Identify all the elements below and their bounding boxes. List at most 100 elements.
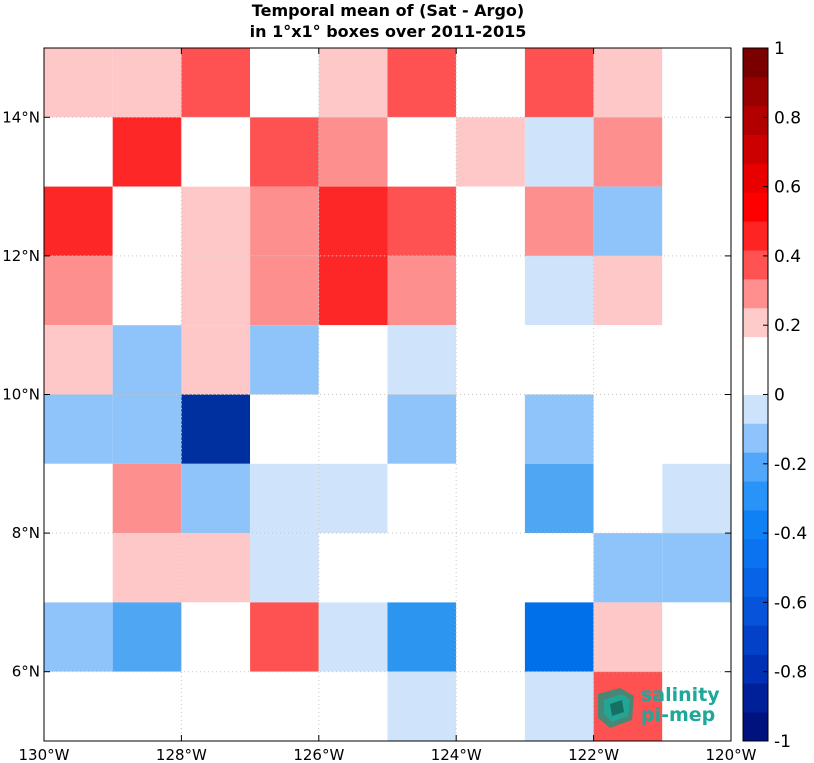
colorbar-segment (743, 48, 768, 78)
heatmap-cell (250, 48, 319, 118)
heatmap-cell (250, 325, 319, 395)
heatmap-cell (387, 394, 457, 464)
heatmap-cell (181, 602, 251, 672)
heatmap-cell (524, 255, 594, 326)
y-axis-ticks: 14°N 12°N 10°N 8°N 6°N (2, 108, 731, 681)
heatmap-cell (662, 255, 731, 326)
colorbar-tick-label: 0.2 (774, 316, 801, 336)
colorbar-tick-label: -0.2 (774, 455, 807, 475)
x-axis-ticks: 130°W 128°W 126°W 124°W 122°W 120°W (19, 48, 757, 763)
title-line-2: in 1°x1° boxes over 2011-2015 (249, 22, 527, 41)
heatmap-cell (44, 671, 113, 741)
heatmap-cell (387, 255, 457, 326)
heatmap-cell (112, 394, 182, 464)
heatmap-cell (44, 602, 113, 672)
heatmap-cell (181, 533, 251, 603)
heatmap-cell (318, 602, 388, 672)
colorbar-segment (743, 134, 768, 164)
heatmap-cell (250, 463, 319, 534)
heatmap-cell (181, 325, 251, 395)
colorbar-segment (743, 510, 768, 540)
heatmap-cell (44, 533, 113, 603)
logo-text-salinity: salinity (641, 684, 720, 706)
heatmap-cell (593, 117, 663, 187)
heatmap-cell (524, 463, 594, 534)
colorbar-tick-label: -0.6 (774, 593, 807, 613)
colorbar-segment (743, 538, 768, 569)
y-tick-label: 12°N (2, 247, 40, 265)
colorbar-tick-label: 0 (774, 386, 785, 406)
colorbar (742, 47, 769, 742)
heatmap-cell (662, 671, 731, 741)
heatmap-cell (387, 463, 457, 534)
heatmap-cell (662, 602, 731, 672)
colorbar-segment (743, 336, 768, 367)
colorbar-segment (743, 625, 768, 655)
heatmap-cell (112, 48, 182, 118)
colorbar-segment (743, 481, 768, 511)
heatmap-cell (662, 186, 731, 256)
x-tick-label: 124°W (431, 746, 482, 763)
heatmap-cell (387, 533, 457, 603)
salinity-pi-mep-logo: salinity pi-mep (594, 684, 734, 730)
colorbar-tick-label: -0.4 (774, 524, 807, 544)
colorbar-segment (743, 307, 768, 338)
colorbar-segment (743, 394, 768, 424)
heatmap-cell (318, 463, 388, 534)
logo-icon (598, 688, 634, 728)
heatmap-cell (318, 255, 388, 326)
heatmap-cell (524, 325, 594, 395)
heatmap-cell (662, 533, 731, 603)
heatmap-cell (318, 186, 388, 256)
x-tick-label: 122°W (568, 746, 619, 763)
y-tick-label: 8°N (12, 524, 40, 542)
heatmap-cell (593, 463, 663, 534)
heatmap-cell (524, 186, 594, 256)
heatmap-cell (181, 671, 251, 741)
heatmap-cells (44, 48, 731, 741)
heatmap-cell (524, 394, 594, 464)
heatmap-cell (593, 186, 663, 256)
logo-text-pi-mep: pi-mep (641, 704, 716, 726)
heatmap-cell (524, 533, 594, 603)
title-line-1: Temporal mean of (Sat - Argo) (251, 1, 525, 20)
heatmap-cell (250, 533, 319, 603)
heatmap-cell (456, 394, 525, 464)
colorbar-segment (743, 452, 768, 482)
x-tick-label: 120°W (706, 746, 757, 763)
heatmap-cell (318, 325, 388, 395)
heatmap-cell (318, 671, 388, 741)
heatmap-cell (181, 394, 251, 464)
colorbar-segment (743, 567, 768, 598)
heatmap-cell (662, 394, 731, 464)
heatmap-cell (456, 117, 525, 187)
colorbar-tick-label: 0.4 (774, 247, 801, 267)
heatmap-cell (456, 325, 525, 395)
heatmap-cell (662, 463, 731, 534)
colorbar-tick-label: 0.8 (774, 108, 801, 128)
heatmap-cell (593, 48, 663, 118)
colorbar-tick-label: -0.8 (774, 663, 807, 683)
colorbar-segment (743, 712, 768, 742)
heatmap-cell (181, 255, 251, 326)
heatmap-cell (387, 186, 457, 256)
heatmap-cell (456, 533, 525, 603)
heatmap-cell (524, 117, 594, 187)
heatmap-cell (387, 602, 457, 672)
heatmap-cell (456, 602, 525, 672)
heatmap-cell (250, 117, 319, 187)
x-tick-label: 130°W (19, 746, 70, 763)
heatmap-cell (662, 325, 731, 395)
colorbar-segment (743, 423, 768, 453)
heatmap-cell (593, 533, 663, 603)
heatmap-cell (112, 533, 182, 603)
heatmap-cell (250, 671, 319, 741)
y-tick-label: 14°N (2, 108, 40, 126)
heatmap-cell (387, 671, 457, 741)
colorbar-tick-label: -1 (774, 732, 791, 752)
heatmap-cell (318, 117, 388, 187)
colorbar-tick-label: 1 (774, 39, 785, 59)
heatmap-cell (250, 255, 319, 326)
heatmap-cell (662, 117, 731, 187)
heatmap-cell (318, 533, 388, 603)
